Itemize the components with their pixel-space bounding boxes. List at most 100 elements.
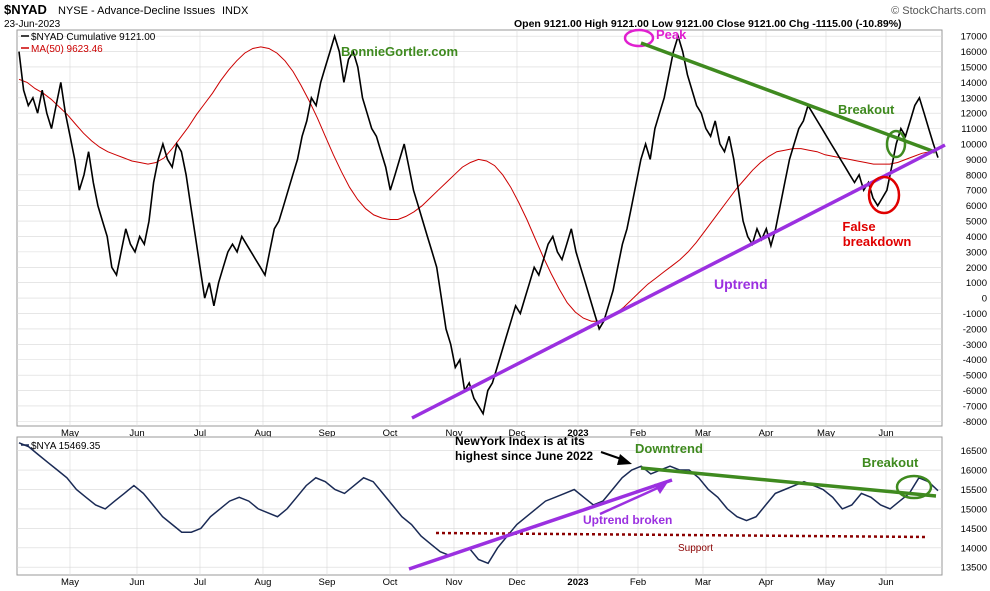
y-tick-label: 13500 bbox=[961, 563, 987, 574]
y-tick-label: 5000 bbox=[966, 217, 987, 228]
y-tick-label: 15000 bbox=[961, 504, 987, 515]
bottom-y-axis: 16500 16000 15500 15000 14500 14000 13500 bbox=[961, 446, 987, 574]
x-tick-label: Dec bbox=[509, 577, 526, 588]
x-tick-label: Nov bbox=[446, 428, 463, 439]
brand-label: © StockCharts.com bbox=[891, 5, 986, 17]
nya-uptrend-line bbox=[408, 478, 673, 571]
x-tick-label: Oct bbox=[383, 577, 398, 588]
chart-date: 23-Jun-2023 bbox=[4, 19, 61, 30]
y-tick-label: 0 bbox=[982, 294, 987, 305]
support-label: Support bbox=[678, 543, 713, 554]
y-tick-label: 16000 bbox=[961, 47, 987, 58]
ma50-line bbox=[18, 46, 939, 322]
x-tick-label: Feb bbox=[630, 577, 646, 588]
y-tick-label: 14000 bbox=[961, 78, 987, 89]
x-tick-label: Jun bbox=[129, 428, 144, 439]
x-tick-label: Jun bbox=[878, 577, 893, 588]
newyork-note-2: highest since June 2022 bbox=[455, 449, 593, 463]
x-tick-label: Oct bbox=[383, 428, 398, 439]
top-y-axis: 17000 16000 15000 14000 13000 12000 11000 10000… bbox=[961, 32, 987, 428]
peak-label: Peak bbox=[656, 27, 687, 42]
y-tick-label: 14500 bbox=[961, 524, 987, 535]
uptrend-label: Uptrend bbox=[714, 276, 768, 292]
nyad-line bbox=[18, 33, 939, 416]
y-tick-label: 6000 bbox=[966, 201, 987, 212]
x-tick-label: Sep bbox=[319, 577, 336, 588]
x-tick-label: 2023 bbox=[567, 577, 588, 588]
newyork-note-1: NewYork Index is at its bbox=[455, 434, 585, 448]
bottom-panel-frame bbox=[16, 436, 943, 576]
x-tick-label: May bbox=[61, 577, 79, 588]
x-tick-label: Nov bbox=[446, 577, 463, 588]
support-line bbox=[435, 531, 929, 539]
y-tick-label: 10000 bbox=[961, 140, 987, 151]
symbol-description: NYSE - Advance-Decline Issues bbox=[58, 5, 216, 17]
breakout-circle bbox=[885, 129, 907, 159]
y-tick-label: -5000 bbox=[963, 371, 987, 382]
x-tick-label: Sep bbox=[319, 428, 336, 439]
symbol-label: $NYAD bbox=[4, 2, 47, 17]
y-tick-label: -1000 bbox=[963, 309, 987, 320]
x-tick-label: Aug bbox=[255, 428, 272, 439]
false-breakdown-label-1: False bbox=[842, 219, 875, 234]
bottom-panel: 16500 16000 15500 15000 14500 14000 13500 May J… bbox=[16, 434, 987, 588]
y-tick-label: 4000 bbox=[966, 232, 987, 243]
y-tick-label: 3000 bbox=[966, 247, 987, 258]
uptrend-broken-arrowhead bbox=[654, 482, 668, 494]
y-tick-label: 15000 bbox=[961, 62, 987, 73]
y-tick-label: 12000 bbox=[961, 109, 987, 120]
y-tick-label: 11000 bbox=[961, 124, 987, 135]
y-tick-label: 13000 bbox=[961, 93, 987, 104]
y-tick-label: 9000 bbox=[966, 155, 987, 166]
ohlc-readout: Open 9121.00 High 9121.00 Low 9121.00 Cl… bbox=[514, 18, 902, 30]
exchange-label: INDX bbox=[222, 5, 249, 17]
legend-nya: $NYA 15469.35 bbox=[31, 441, 101, 452]
x-tick-label: Jul bbox=[194, 577, 206, 588]
x-tick-label: Apr bbox=[759, 428, 774, 439]
x-tick-label: Apr bbox=[759, 577, 774, 588]
x-tick-label: May bbox=[817, 577, 835, 588]
y-tick-label: 7000 bbox=[966, 186, 987, 197]
legend-ma: MA(50) 9623.46 bbox=[31, 44, 103, 55]
top-grid bbox=[17, 30, 942, 426]
y-tick-label: -7000 bbox=[963, 401, 987, 412]
x-tick-label: Jun bbox=[878, 428, 893, 439]
y-tick-label: -2000 bbox=[963, 324, 987, 335]
nya-downtrend-line bbox=[640, 466, 937, 498]
y-tick-label: 16500 bbox=[961, 446, 987, 457]
peak-circle bbox=[623, 28, 655, 48]
y-tick-label: -6000 bbox=[963, 386, 987, 397]
newyork-arrowhead bbox=[617, 454, 632, 465]
x-tick-label: 2023 bbox=[567, 428, 588, 439]
top-panel: 17000 16000 15000 14000 13000 12000 11000 10000… bbox=[16, 27, 987, 439]
watermark-text: BonnieGortler.com bbox=[341, 44, 458, 59]
breakout-label: Breakout bbox=[838, 102, 895, 117]
y-tick-label: -3000 bbox=[963, 340, 987, 351]
x-tick-label: May bbox=[61, 428, 79, 439]
uptrend-broken-label: Uptrend broken bbox=[583, 513, 672, 527]
y-tick-label: -8000 bbox=[963, 417, 987, 428]
x-tick-label: Mar bbox=[695, 577, 711, 588]
downtrend-label: Downtrend bbox=[635, 441, 703, 456]
x-tick-label: Jul bbox=[194, 428, 206, 439]
y-tick-label: 14000 bbox=[961, 543, 987, 554]
y-tick-label: -4000 bbox=[963, 355, 987, 366]
y-tick-label: 2000 bbox=[966, 263, 987, 274]
uptrend-line bbox=[411, 143, 946, 420]
x-tick-label: Aug bbox=[255, 577, 272, 588]
bottom-x-axis: May Jun Jul Aug Sep Oct Nov Dec 2023 Feb Mar Apr May… bbox=[61, 577, 894, 588]
x-tick-label: Dec bbox=[509, 428, 526, 439]
y-tick-label: 17000 bbox=[961, 32, 987, 43]
bottom-grid bbox=[17, 437, 942, 575]
nya-breakout-circle bbox=[895, 474, 933, 500]
nya-line bbox=[18, 442, 939, 565]
legend-nyad: $NYAD Cumulative 9121.00 bbox=[31, 32, 156, 43]
top-panel-frame bbox=[16, 29, 943, 427]
x-tick-label: May bbox=[817, 428, 835, 439]
y-tick-label: 15500 bbox=[961, 485, 987, 496]
x-tick-label: Feb bbox=[630, 428, 646, 439]
downtrend-line bbox=[640, 41, 936, 154]
false-breakdown-circle bbox=[867, 175, 901, 215]
y-tick-label: 16000 bbox=[961, 466, 987, 477]
